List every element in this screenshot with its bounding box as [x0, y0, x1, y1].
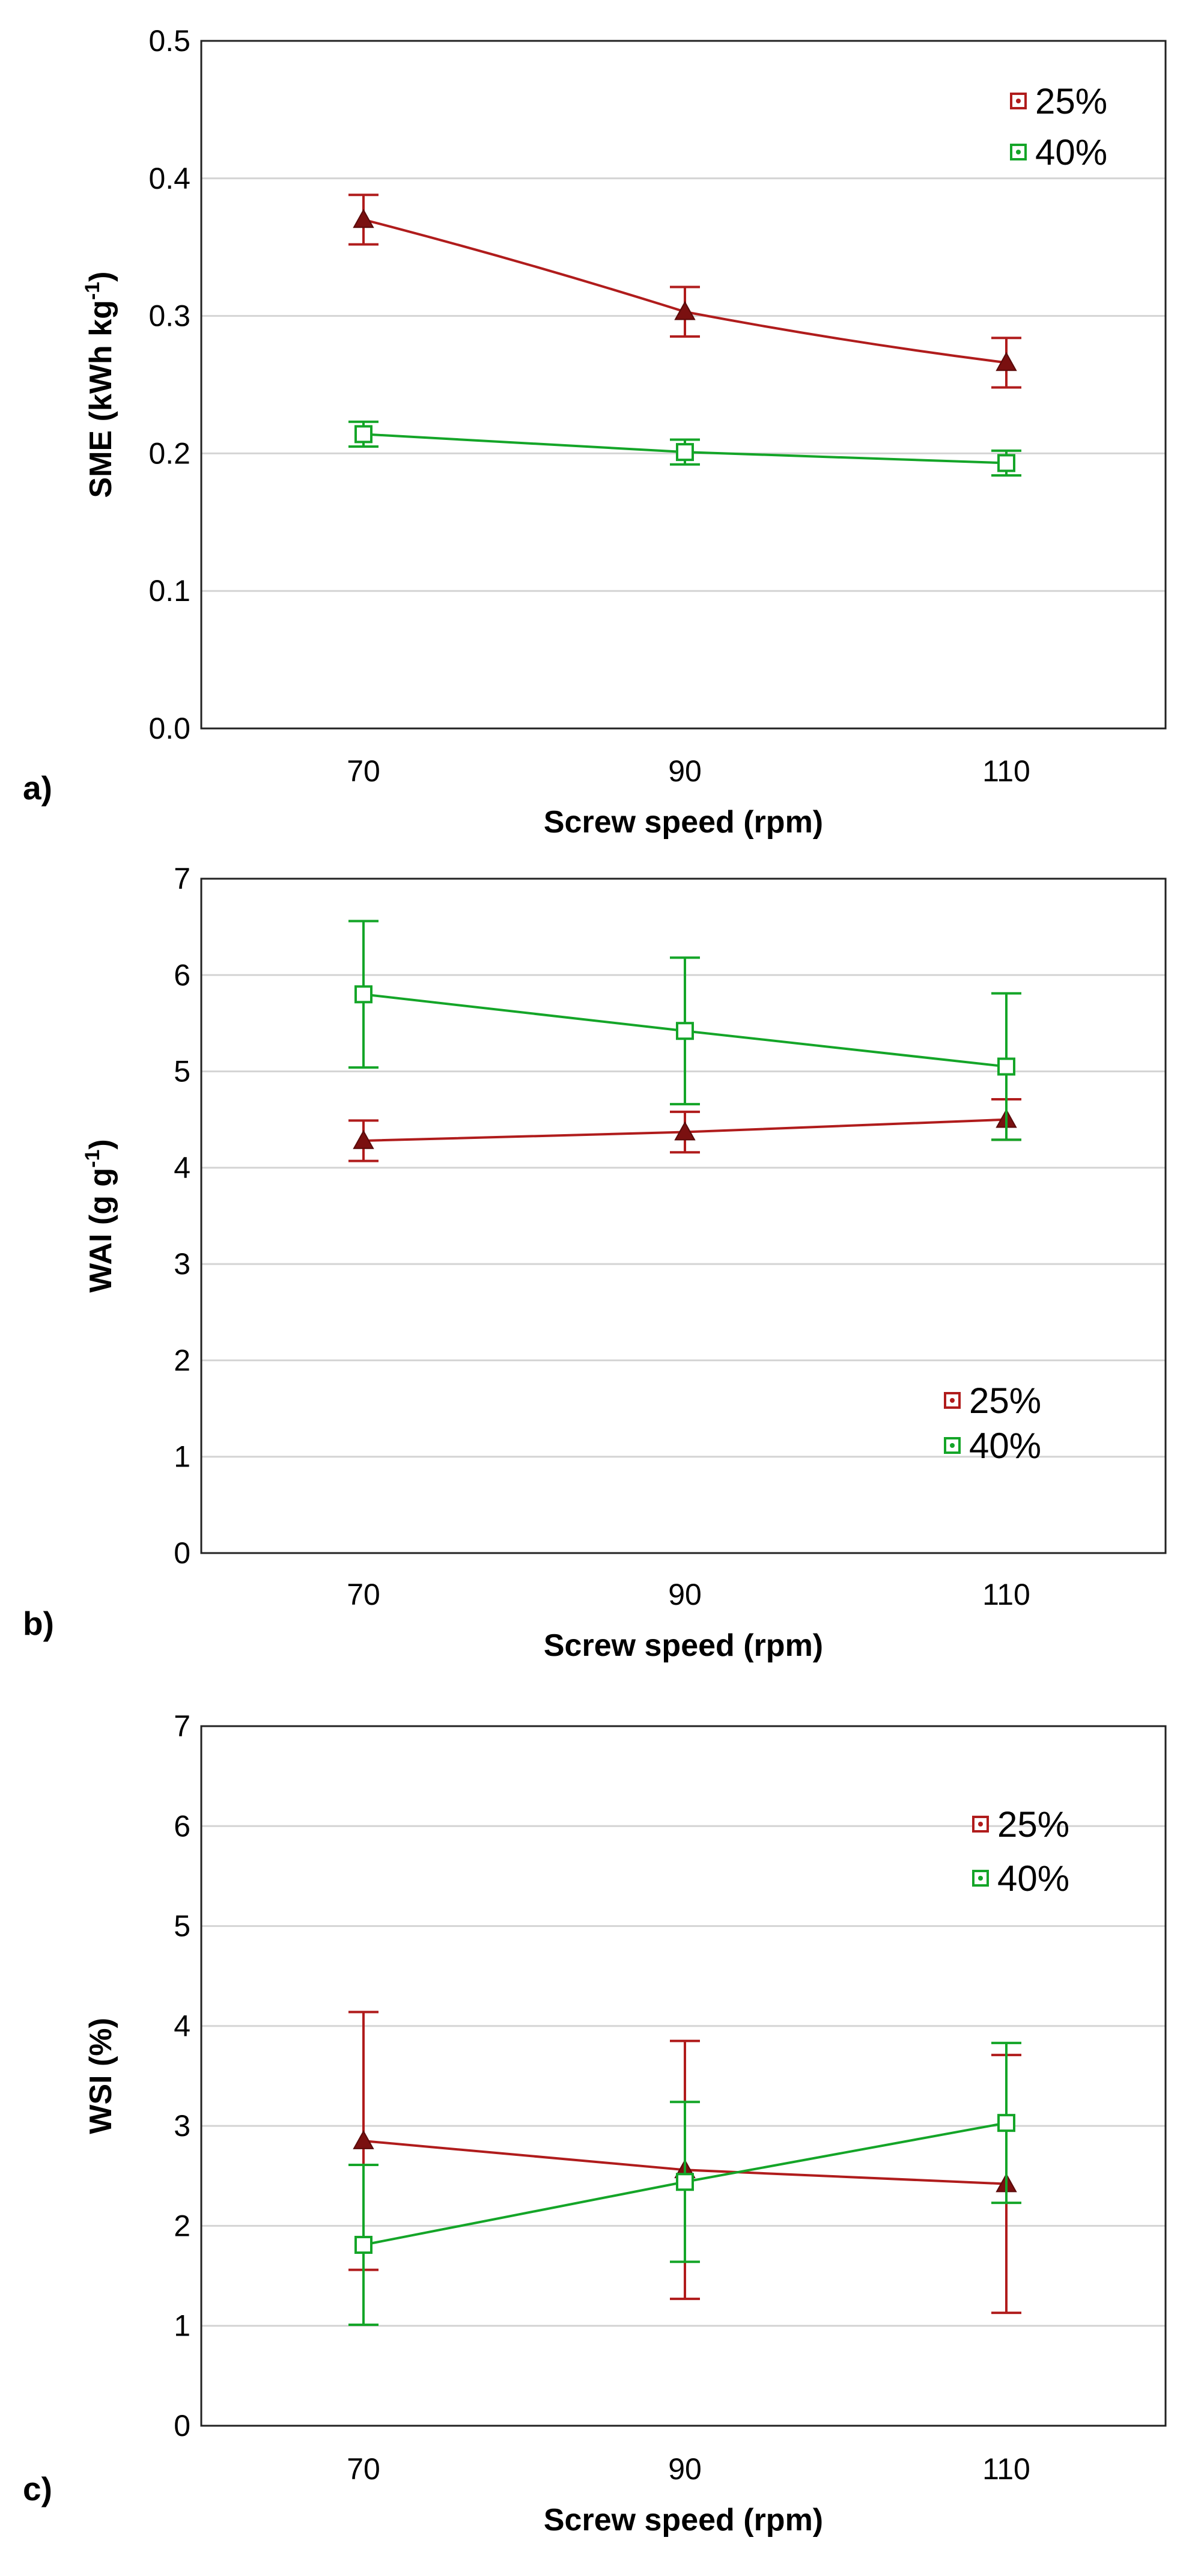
panel-a-series-40pct-point: [676, 443, 694, 462]
panel-b-legend-label: 40%: [969, 1426, 1041, 1466]
panel-b-series-40pct-point: [354, 985, 372, 1004]
panel-c-xtick-label: 70: [347, 2452, 380, 2486]
panel-c-x-axis-title: Screw speed (rpm): [544, 2503, 823, 2538]
panel-a-legend-label: 25%: [1035, 81, 1107, 121]
panel-c-series-40pct-point: [997, 2114, 1015, 2132]
panel-b-series-25pct-point: [353, 1129, 374, 1149]
panel-a-ytick-label: 0.4: [148, 162, 190, 195]
panel-a-label: a): [23, 769, 52, 807]
panel-c-ytick-label: 1: [174, 2309, 190, 2343]
panel-b-ytick-label: 0: [174, 1536, 190, 1570]
panel-c-ytick-label: 7: [174, 1709, 190, 1743]
panel-c-ytick-label: 5: [174, 1909, 190, 1943]
panel-b-ytick-label: 7: [174, 862, 190, 896]
panel-a-legend-swatch: [1010, 144, 1027, 160]
panel-c-y-axis-title: WSI (%): [84, 2018, 118, 2134]
panel-b-legend-swatch-dot: [950, 1398, 955, 1403]
panel-b-ytick-label: 3: [174, 1247, 190, 1281]
panel-b-series-25pct-point: [674, 1121, 696, 1141]
panel-a-series-25pct: [348, 194, 1021, 389]
panel-c-series-40pct: [348, 2042, 1021, 2327]
panel-b-xtick-label: 90: [668, 1578, 702, 1611]
panel-a-plot-frame: [200, 40, 1167, 730]
panel-b-ytick-label: 2: [174, 1343, 190, 1377]
panel-a-y-axis-title-end: ): [84, 272, 118, 282]
panel-c-legend-swatch-dot: [978, 1822, 983, 1827]
panel-a-series-25pct-point: [996, 352, 1017, 371]
panel-a-ytick-label: 0.1: [148, 574, 190, 608]
panel-c-legend-item: 25%: [972, 1804, 1069, 1845]
panel-b-y-axis-title-end: ): [84, 1139, 118, 1149]
panel-a-ytick-label: 0.2: [148, 436, 190, 470]
panel-a-legend-label: 40%: [1035, 132, 1107, 172]
panel-b-xtick-label: 110: [982, 1578, 1030, 1611]
panel-c: 0 1 2 3 4 5 6 7 70 90 110 Screw speed (rpm) WSI (%) c…: [23, 1709, 1167, 2538]
panel-a-legend-swatch: [1010, 93, 1027, 109]
panel-a-legend-swatch-dot: [1016, 150, 1021, 154]
panel-a-ytick-label: 0.3: [148, 299, 190, 333]
panel-b-y-axis-title-main: WAI (g g: [84, 1168, 118, 1293]
panel-b-ytick-label: 1: [174, 1440, 190, 1474]
panel-c-xtick-label: 110: [982, 2452, 1030, 2486]
panel-b-series-25pct: [348, 1098, 1021, 1162]
panel-a-xtick-label: 110: [982, 754, 1030, 788]
panel-b-ytick-label: 4: [174, 1151, 190, 1185]
panel-a-x-axis-title: Screw speed (rpm): [544, 805, 823, 840]
panel-c-legend-label: 25%: [997, 1804, 1069, 1845]
panel-b: 0 1 2 3 4 5 6 7 70 90 110 Screw speed (rpm) WAI (g g…: [23, 862, 1167, 1663]
panel-a-legend-item: 25%: [1010, 81, 1107, 121]
panel-c-ytick-label: 3: [174, 2109, 190, 2143]
panel-b-y-axis-title-sup: -1: [81, 1150, 104, 1168]
panel-c-series-40pct-point: [676, 2173, 694, 2191]
panel-a-ytick-label: 0.5: [148, 24, 190, 58]
panel-c-legend-swatch: [972, 1816, 989, 1833]
panel-b-ytick-label: 5: [174, 1055, 190, 1088]
panel-b-x-axis-title: Screw speed (rpm): [544, 1628, 823, 1663]
panel-c-ytick-label: 0: [174, 2409, 190, 2443]
panel-c-label: c): [23, 2470, 52, 2507]
panel-a: 0.0 0.1 0.2 0.3 0.4 0.5 70 90 110 Screw speed (rp…: [23, 24, 1167, 840]
panel-b-y-axis-title: WAI (g g-1): [81, 1139, 118, 1293]
panel-a-series-25pct-point: [353, 209, 374, 228]
panel-b-series-40pct-point: [676, 1022, 694, 1040]
panel-c-legend-swatch: [972, 1870, 989, 1887]
panel-a-xtick-label: 90: [668, 754, 702, 788]
panel-b-legend-label: 25%: [969, 1381, 1041, 1421]
panel-c-legend-item: 40%: [972, 1858, 1069, 1899]
panel-c-xtick-label: 90: [668, 2452, 702, 2486]
panel-c-legend-label: 40%: [997, 1858, 1069, 1899]
panel-a-series-25pct-point: [674, 301, 696, 320]
panel-c-plot-frame: [200, 1725, 1167, 2427]
panel-a-series-40pct-point: [354, 425, 372, 444]
panel-c-series-25pct-point: [353, 2130, 374, 2149]
panel-b-series-40pct: [348, 920, 1021, 1141]
panel-b-xtick-label: 70: [347, 1578, 380, 1611]
panel-c-ytick-label: 4: [174, 2009, 190, 2043]
panel-c-ytick-label: 2: [174, 2209, 190, 2242]
panel-a-y-axis-title: SME (kWh kg-1): [81, 272, 118, 498]
panel-a-legend-item: 40%: [1010, 132, 1107, 172]
panel-a-ytick-label: 0.0: [148, 712, 190, 745]
panel-b-legend-swatch-dot: [950, 1443, 955, 1448]
panel-a-xtick-label: 70: [347, 754, 380, 788]
panel-a-series-40pct-point: [997, 454, 1015, 472]
panel-b-label: b): [23, 1605, 54, 1642]
panel-a-series-40pct: [348, 420, 1021, 477]
panel-a-y-axis-title-sup: -1: [81, 282, 104, 300]
panel-b-series-40pct-point: [997, 1057, 1015, 1076]
panel-b-legend-item: 40%: [944, 1426, 1041, 1466]
panel-b-ytick-label: 6: [174, 958, 190, 992]
panel-b-plot-frame: [200, 877, 1167, 1554]
panel-c-series-40pct-point: [354, 2236, 372, 2254]
panel-c-legend-swatch-dot: [978, 1876, 983, 1881]
panel-a-legend-swatch-dot: [1016, 99, 1021, 103]
panel-b-legend-item: 25%: [944, 1381, 1041, 1421]
panel-c-ytick-label: 6: [174, 1809, 190, 1843]
panel-c-y-axis-title-main: WSI (%): [84, 2018, 118, 2134]
panel-a-y-axis-title-main: SME (kWh kg: [84, 300, 118, 498]
panel-b-legend-swatch: [944, 1392, 961, 1409]
